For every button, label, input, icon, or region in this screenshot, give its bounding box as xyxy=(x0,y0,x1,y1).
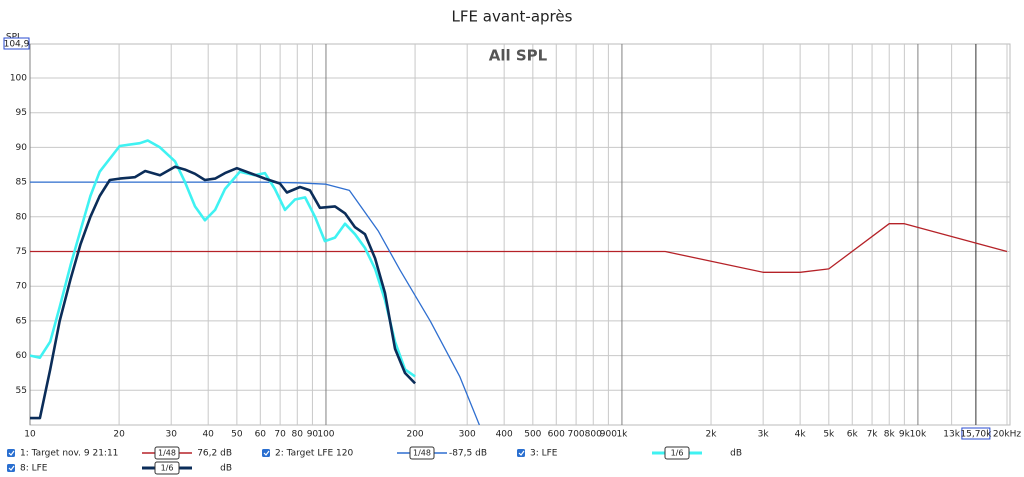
y-tick-label: 90 xyxy=(16,143,28,153)
y-tick-label: 70 xyxy=(16,282,28,292)
x-tick-label: 3k xyxy=(758,430,770,440)
legend-value: -87,5 dB xyxy=(449,449,487,459)
legend-checkbox xyxy=(517,449,525,457)
x-tick-label: 1k xyxy=(616,430,628,440)
overlay-label: All SPL xyxy=(489,47,548,65)
x-tick-label: 200 xyxy=(406,430,423,440)
y-top-label: 104,9 xyxy=(4,40,30,50)
legend-name: 1: Target nov. 9 21:11 xyxy=(20,449,118,459)
legend-smoothing: 1/48 xyxy=(158,449,176,458)
x-tick-label: 20 xyxy=(113,430,125,440)
legend-smoothing: 1/48 xyxy=(413,449,431,458)
x-tick-label: 10k xyxy=(910,430,927,440)
x-tick-label: 2k xyxy=(706,430,718,440)
y-tick-label: 100 xyxy=(10,74,27,84)
x-tick-label: 70 xyxy=(274,430,286,440)
x-tick-label: 80 xyxy=(292,430,304,440)
x-tick-label: 500 xyxy=(524,430,541,440)
legend-check xyxy=(263,450,270,456)
x-tick-label: 400 xyxy=(496,430,513,440)
legend-smoothing-box xyxy=(154,446,180,460)
x-tick-label: 40 xyxy=(202,430,214,440)
legend-check xyxy=(8,465,15,471)
x-tick-label: 300 xyxy=(459,430,476,440)
y-tick-label: 75 xyxy=(16,247,27,257)
legend-item: 8: LFE 1/6 dB xyxy=(7,461,232,475)
legend-item: 1: Target nov. 9 21:11 1/48 76,2 dB xyxy=(7,446,232,460)
legend-smoothing: 1/6 xyxy=(671,449,684,458)
x-tick-label: 700 xyxy=(567,430,584,440)
legend-name: 2: Target LFE 120 xyxy=(275,449,354,459)
ticks: 55 60 65 70 75 80 85 90 95 100 104,9 10 20 30 40 50 60 70… xyxy=(3,37,1021,440)
legend-item: 2: Target LFE 120 1/48 -87,5 dB xyxy=(262,446,487,460)
y-tick-label: 85 xyxy=(16,178,27,188)
y-top-box xyxy=(3,37,30,50)
y-tick-label: 55 xyxy=(16,386,27,396)
x-tick-label: 10 xyxy=(24,430,36,440)
legend-smoothing-box xyxy=(154,461,180,475)
y-tick-label: 95 xyxy=(16,108,27,118)
x-tick-label: 100 xyxy=(317,430,334,440)
x-tick-label: 6k xyxy=(847,430,859,440)
x-tick-label: 60 xyxy=(255,430,267,440)
legend-checkbox xyxy=(7,449,15,457)
legend: 1: Target nov. 9 21:11 1/48 76,2 dB 2: Targ… xyxy=(7,446,742,475)
y-tick-label: 80 xyxy=(16,212,28,222)
series-line xyxy=(30,165,417,420)
x-tick-label: 90 xyxy=(307,430,319,440)
x-tick-label: 13k xyxy=(943,430,960,440)
x-tick-label: 900 xyxy=(600,430,617,440)
legend-name: 8: LFE xyxy=(20,464,48,474)
legend-value: dB xyxy=(220,464,232,474)
legend-item: 3: LFE 1/6 dB xyxy=(517,446,742,460)
x-tick-label: 50 xyxy=(231,430,243,440)
x-tick-label: 8k xyxy=(884,430,896,440)
y-tick-label: 65 xyxy=(16,316,27,326)
cursor-box xyxy=(961,427,991,440)
legend-check xyxy=(518,450,525,456)
legend-check xyxy=(8,450,15,456)
x-tick-label: 600 xyxy=(548,430,565,440)
x-tick-label: 20kHz xyxy=(993,430,1021,440)
grid xyxy=(29,43,1011,426)
legend-checkbox xyxy=(7,464,15,472)
plot-area xyxy=(29,43,1011,426)
series-line xyxy=(30,223,1008,273)
x-tick-label: 4k xyxy=(795,430,807,440)
legend-smoothing: 1/6 xyxy=(161,464,174,473)
legend-smoothing-box xyxy=(409,446,435,460)
x-tick-label: 800 xyxy=(585,430,602,440)
legend-value: dB xyxy=(730,449,742,459)
x-tick-label: 7k xyxy=(867,430,879,440)
legend-checkbox xyxy=(262,449,270,457)
legend-value: 76,2 dB xyxy=(197,449,232,459)
legend-name: 3: LFE xyxy=(530,449,558,459)
plot-lines xyxy=(30,139,1008,425)
x-tick-label: 9k xyxy=(899,430,911,440)
legend-smoothing-box xyxy=(664,446,690,460)
series-line xyxy=(30,139,416,378)
cursor-label: 15,70k xyxy=(960,430,992,440)
y-tick-label: 60 xyxy=(16,351,28,361)
x-tick-label: 5k xyxy=(823,430,835,440)
x-tick-label: 30 xyxy=(165,430,177,440)
chart-title: LFE avant-après xyxy=(452,8,573,26)
